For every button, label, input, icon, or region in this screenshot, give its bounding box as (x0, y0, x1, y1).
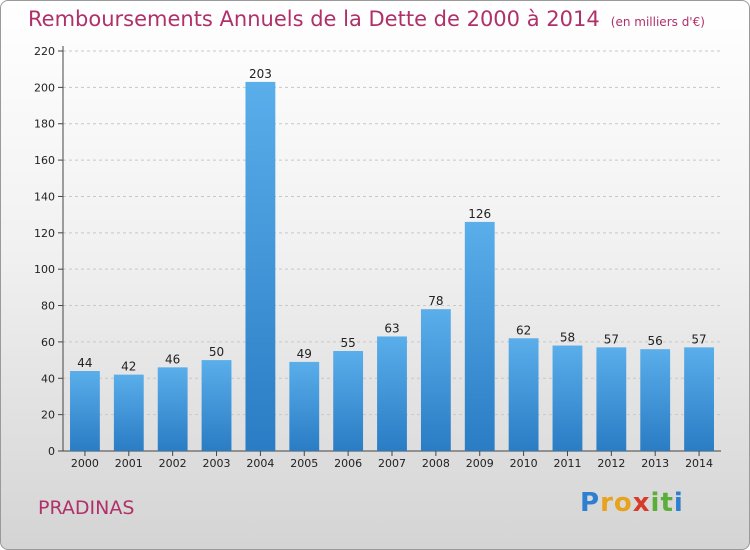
data-label: 56 (648, 334, 663, 348)
logo-letter: P (580, 488, 601, 518)
logo-letter: r (600, 488, 614, 518)
bar (640, 349, 671, 451)
bar (508, 338, 539, 451)
y-tick-label: 0 (48, 445, 55, 458)
x-tick-label: 2014 (685, 457, 713, 470)
bar (377, 336, 407, 451)
bar (596, 347, 627, 451)
data-label: 46 (165, 352, 180, 366)
bar (684, 347, 714, 451)
y-tick-label: 20 (41, 409, 55, 422)
bar (201, 360, 232, 451)
data-label: 49 (297, 347, 312, 361)
bars (70, 81, 714, 451)
proxiti-logo: Proxiti (580, 488, 684, 518)
data-label: 78 (428, 294, 443, 308)
y-tick-label: 220 (34, 45, 55, 58)
x-tick-labels: 2000 2001 2002 2003 2004 2005 2006 2007 2008 2009… (71, 457, 713, 470)
bar (289, 361, 320, 451)
x-tick-label: 2010 (510, 457, 538, 470)
data-label: 62 (516, 323, 531, 337)
bar (420, 309, 451, 451)
bar (333, 351, 364, 451)
bar (464, 221, 495, 451)
y-tick-label: 160 (34, 154, 55, 167)
logo-letter: o (613, 488, 633, 518)
data-label: 126 (468, 207, 491, 221)
data-label: 57 (604, 332, 619, 346)
chart-title-main: Remboursements Annuels de la Dette de 20… (28, 7, 600, 31)
chart-title-unit: (en milliers d'€) (610, 15, 705, 29)
data-label: 42 (121, 360, 136, 374)
data-labels: 44 42 46 50 203 49 55 63 78 126 62 58 57 56 57 (77, 67, 706, 374)
logo-letter: i (673, 488, 684, 518)
x-tick-label: 2000 (71, 457, 99, 470)
x-tick-label: 2013 (641, 457, 669, 470)
y-tick-label: 60 (41, 336, 55, 349)
logo-letter: i (650, 488, 661, 518)
data-label: 203 (249, 67, 272, 81)
x-tick-label: 2002 (159, 457, 187, 470)
chart-title: Remboursements Annuels de la Dette de 20… (28, 7, 705, 31)
x-tick-label: 2005 (290, 457, 318, 470)
y-tick-label: 140 (34, 190, 55, 203)
y-tick-label: 80 (41, 300, 55, 313)
data-label: 63 (384, 321, 399, 335)
logo-letter: t (660, 488, 674, 518)
bar (70, 371, 100, 451)
bar (245, 81, 276, 451)
bar (113, 374, 144, 451)
y-tick-labels: 0 20 40 60 80 100 120 140 160 180 200 220 (34, 45, 55, 458)
data-label: 50 (209, 345, 224, 359)
bar (552, 345, 583, 451)
x-tick-label: 2011 (553, 457, 581, 470)
y-tick-label: 120 (34, 227, 55, 240)
data-label: 55 (340, 336, 355, 350)
x-tick-label: 2004 (246, 457, 274, 470)
commune-name: PRADINAS (38, 497, 135, 519)
y-tick-label: 100 (34, 263, 55, 276)
data-label: 44 (77, 356, 92, 370)
y-tick-label: 180 (34, 118, 55, 131)
data-label: 57 (691, 332, 706, 346)
y-tick-label: 200 (34, 81, 55, 94)
x-tick-label: 2009 (466, 457, 494, 470)
y-tick-label: 40 (41, 372, 55, 385)
x-tick-label: 2007 (378, 457, 406, 470)
data-label: 58 (560, 331, 575, 345)
x-tick-label: 2012 (597, 457, 625, 470)
x-tick-label: 2003 (203, 457, 231, 470)
bar (157, 367, 188, 451)
x-tick-label: 2006 (334, 457, 362, 470)
x-tick-label: 2001 (115, 457, 143, 470)
x-tick-label: 2008 (422, 457, 450, 470)
logo-letter: x (632, 488, 651, 518)
